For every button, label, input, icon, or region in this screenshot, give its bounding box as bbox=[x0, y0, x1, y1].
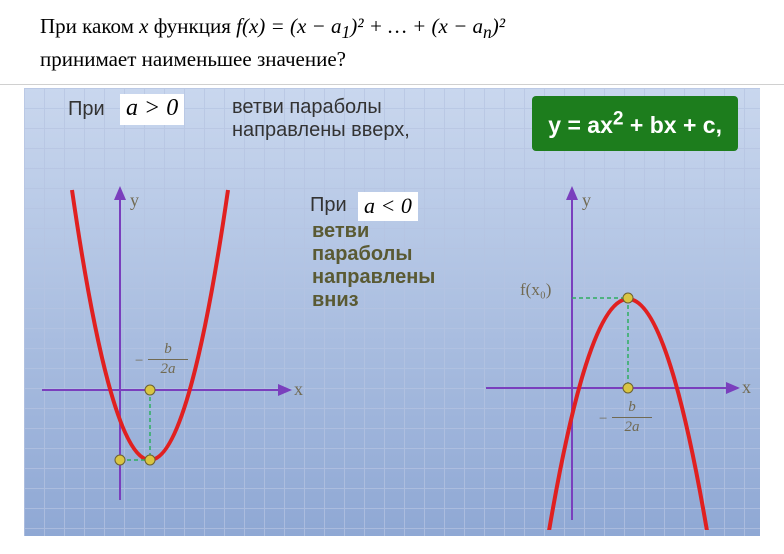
formula-text: y = ax2 + bx + c, bbox=[548, 112, 722, 138]
branches-up-text: ветви параболы направлены вверх, bbox=[232, 96, 452, 142]
vertex-x-point bbox=[623, 383, 633, 393]
minus-sign: − bbox=[598, 412, 608, 427]
label-pri-2: При bbox=[310, 194, 347, 217]
y-axis-label: y bbox=[582, 190, 591, 211]
vertex-fraction-right: − b 2a bbox=[612, 400, 652, 435]
frac-bar bbox=[612, 417, 652, 418]
chart-right-svg bbox=[472, 170, 752, 530]
formula-box: y = ax2 + bx + c, bbox=[532, 96, 738, 151]
condition-a-positive: a > 0 bbox=[120, 94, 184, 125]
fx0-label: f(x₀) bbox=[520, 280, 551, 300]
x-axis-label: х bbox=[294, 379, 303, 400]
vertex-x-point bbox=[145, 385, 155, 395]
minus-sign: − bbox=[134, 354, 144, 369]
frac-bar bbox=[148, 359, 188, 360]
frac-2a: 2a bbox=[625, 419, 640, 435]
q-fn-part3: )² bbox=[492, 14, 505, 38]
chart-parabola-up: y х − b 2a bbox=[32, 170, 312, 500]
q-prefix: При каком bbox=[40, 14, 139, 38]
vertex-point bbox=[623, 293, 633, 303]
x-axis-label: х bbox=[742, 377, 751, 398]
branches-down-text: ветви параболы направлены вниз bbox=[312, 220, 472, 312]
q-mid: функция bbox=[148, 14, 236, 38]
vertex-fraction-left: − b 2a bbox=[148, 342, 188, 377]
q-fn: f(x) = (x − a1)² + … + (x − an)² bbox=[236, 14, 505, 38]
vertex-point bbox=[145, 455, 155, 465]
condition-a-negative: a < 0 bbox=[358, 192, 418, 221]
question-text: При каком x функция f(x) = (x − a1)² + …… bbox=[0, 0, 784, 85]
chart-left-svg bbox=[32, 170, 312, 510]
q-fn-part2: )² + … + (x − a bbox=[350, 14, 483, 38]
page: При каком x функция f(x) = (x − a1)² + …… bbox=[0, 0, 784, 554]
diagram-area: При a > 0 ветви параболы направлены ввер… bbox=[24, 88, 760, 536]
frac-2a: 2a bbox=[161, 361, 176, 377]
q-subn: n bbox=[483, 22, 492, 42]
chart-parabola-down: y х f(x₀) − b 2a bbox=[472, 170, 752, 500]
label-pri-1: При bbox=[68, 98, 105, 121]
frac-b: b bbox=[164, 341, 172, 357]
q-fn-part1: f(x) = (x − a bbox=[236, 14, 341, 38]
frac-b: b bbox=[628, 399, 636, 415]
y-axis-label: y bbox=[130, 190, 139, 211]
q-sub1: 1 bbox=[341, 22, 350, 42]
q-line2: принимает наименьшее значение? bbox=[40, 47, 346, 71]
vertex-y-point bbox=[115, 455, 125, 465]
top-labels: При a > 0 ветви параболы направлены ввер… bbox=[24, 94, 760, 154]
